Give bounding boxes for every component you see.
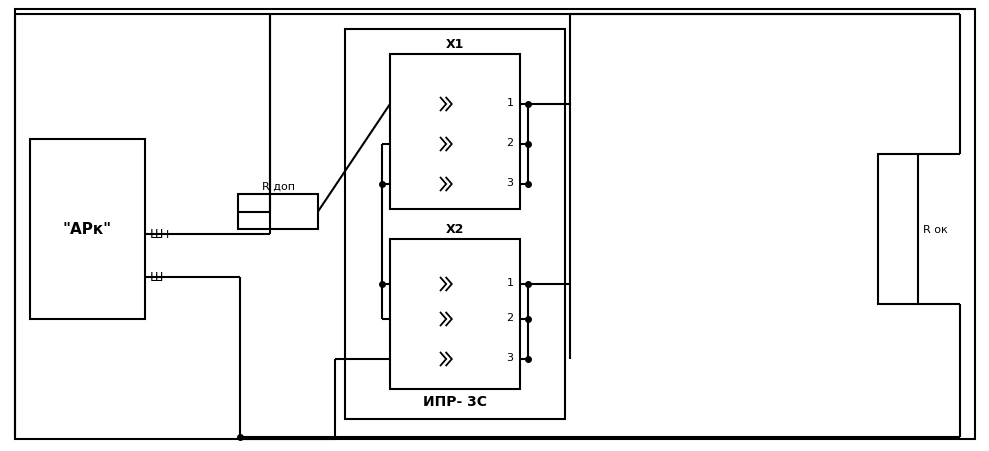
Bar bbox=[30, 140, 145, 319]
Text: "АРк": "АРк" bbox=[63, 222, 112, 237]
Text: Ш -: Ш - bbox=[150, 271, 172, 284]
Bar bbox=[878, 155, 918, 304]
Bar bbox=[345, 30, 565, 419]
Bar bbox=[238, 194, 318, 230]
Text: R доп: R доп bbox=[261, 182, 295, 192]
Text: R ок: R ок bbox=[923, 225, 947, 235]
Text: 2: 2 bbox=[506, 138, 513, 147]
Text: 2: 2 bbox=[506, 312, 513, 322]
Text: 1: 1 bbox=[506, 277, 513, 287]
Text: 1: 1 bbox=[506, 98, 513, 108]
Text: X2: X2 bbox=[446, 223, 464, 236]
Text: 3: 3 bbox=[506, 352, 513, 362]
Text: ИПР- 3С: ИПР- 3С bbox=[423, 394, 487, 408]
Text: Ш+: Ш+ bbox=[150, 228, 174, 241]
Text: 3: 3 bbox=[506, 178, 513, 188]
Text: X1: X1 bbox=[446, 38, 464, 51]
Bar bbox=[390, 239, 520, 389]
Bar bbox=[390, 55, 520, 210]
